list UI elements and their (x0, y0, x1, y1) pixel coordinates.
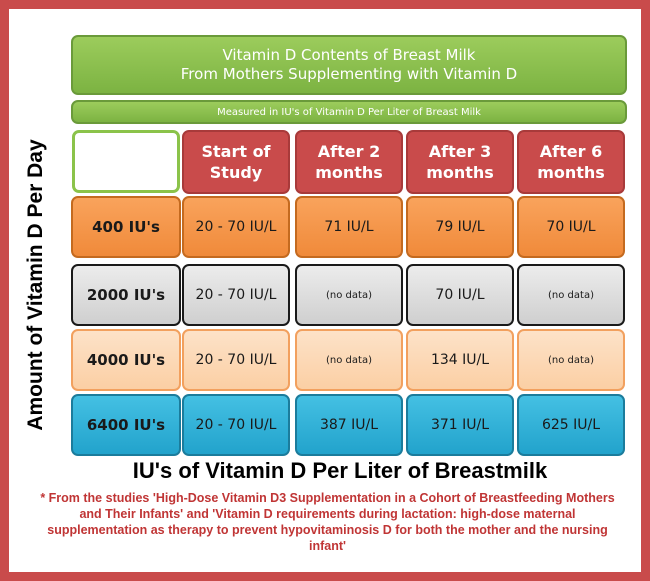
chart-subtitle: Measured in IU's of Vitamin D Per Liter … (71, 100, 627, 124)
x-axis-label: IU's of Vitamin D Per Liter of Breastmil… (132, 458, 548, 483)
table-cell: 134 IU/L (406, 329, 514, 391)
row-label: 400 IU's (71, 196, 181, 258)
table-cell: (no data) (295, 329, 403, 391)
table-cell: 70 IU/L (406, 264, 514, 326)
chart-title-line2: From Mothers Supplementing with Vitamin … (180, 65, 518, 83)
chart-title-box: Vitamin D Contents of Breast Milk From M… (71, 35, 627, 95)
table-cell: 625 IU/L (517, 394, 625, 456)
table-cell: 20 - 70 IU/L (182, 196, 290, 258)
row-label: 6400 IU's (71, 394, 181, 456)
table-cell: 71 IU/L (295, 196, 403, 258)
column-header: After 2 months (295, 130, 403, 194)
column-header: After 6 months (517, 130, 625, 194)
row-label: 2000 IU's (71, 264, 181, 326)
table-cell: 387 IU/L (295, 394, 403, 456)
y-axis-label-text: Amount of Vitamin D Per Day (24, 139, 47, 431)
footnote: * From the studies 'High-Dose Vitamin D3… (40, 491, 615, 553)
column-header: Start of Study (182, 130, 290, 194)
row-label: 4000 IU's (71, 329, 181, 391)
table-cell: 20 - 70 IU/L (182, 394, 290, 456)
table-cell: 79 IU/L (406, 196, 514, 258)
chart-title: Vitamin D Contents of Breast Milk (222, 46, 476, 64)
table-cell: (no data) (517, 329, 625, 391)
table-cell: (no data) (517, 264, 625, 326)
table-cell: 20 - 70 IU/L (182, 329, 290, 391)
table-cell: 70 IU/L (517, 196, 625, 258)
table-cell: 20 - 70 IU/L (182, 264, 290, 326)
table-corner-cell (72, 130, 180, 193)
table-cell: (no data) (295, 264, 403, 326)
table-cell: 371 IU/L (406, 394, 514, 456)
column-header: After 3 months (406, 130, 514, 194)
